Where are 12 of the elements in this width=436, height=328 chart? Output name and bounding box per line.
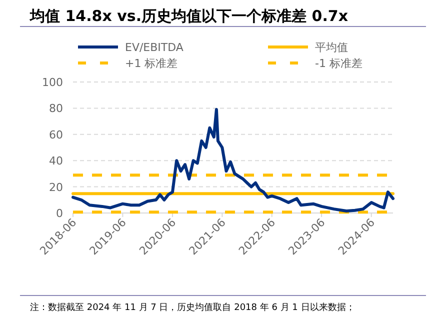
y-tick-label: 80 <box>49 102 63 116</box>
legend-label: -1 标准差 <box>315 57 362 70</box>
y-tick-label: 60 <box>49 128 63 142</box>
legend-label: +1 标准差 <box>125 57 178 70</box>
y-tick-label: 100 <box>42 76 63 89</box>
legend-label: 平均值 <box>315 41 348 54</box>
y-tick-label: 0 <box>56 207 63 220</box>
y-tick-label: 40 <box>49 154 63 168</box>
text: 注：数据截至 2024 年 11 月 7 日，历史均值取自 2018 年 6 月 1 日以来数据； <box>30 302 355 313</box>
legend-label: EV/EBITDA <box>125 41 184 54</box>
chart-title: 均值 14.8x vs.历史均值以下一个标准差 0.7x <box>29 7 348 25</box>
y-tick-label: 20 <box>49 180 63 194</box>
